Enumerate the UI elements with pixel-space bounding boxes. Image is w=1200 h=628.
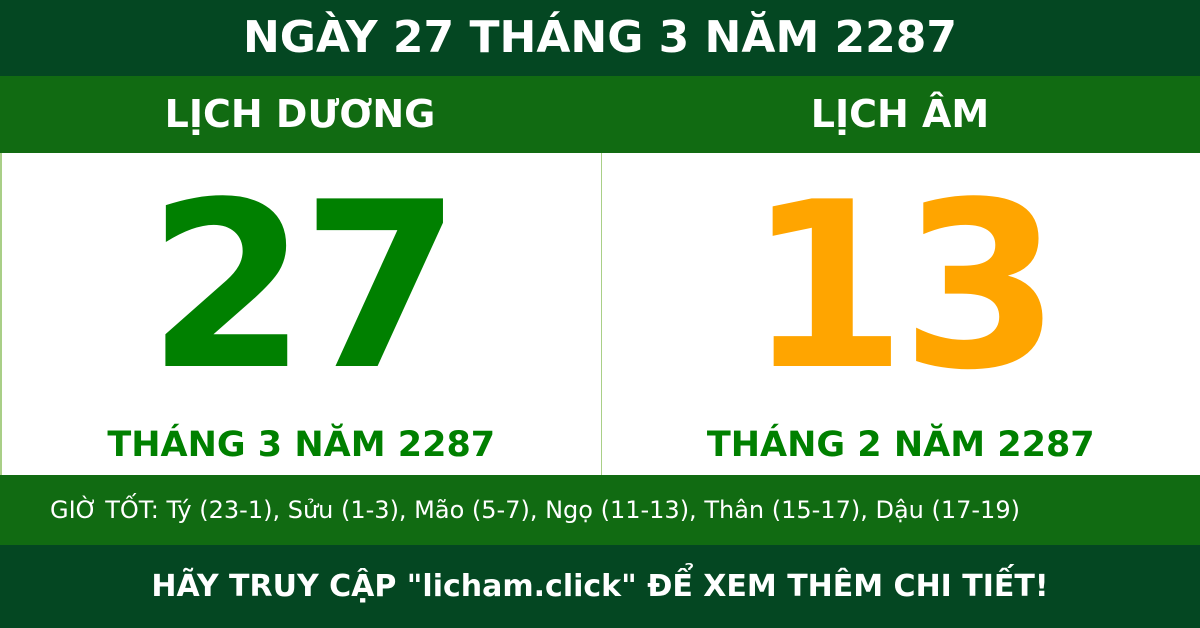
good-hours: GIỜ TỐT: Tý (23-1), Sửu (1-3), Mão (5-7)…	[0, 475, 1200, 545]
lunar-heading: LỊCH ÂM	[810, 92, 990, 136]
solar-month-year: THÁNG 3 NĂM 2287	[107, 425, 496, 465]
solar-day: 27	[147, 154, 461, 421]
lunar-month-year: THÁNG 2 NĂM 2287	[706, 425, 1095, 465]
lunar-day: 13	[746, 154, 1061, 421]
solar-heading: LỊCH DƯƠNG	[164, 92, 436, 136]
calendar-body: 27 THÁNG 3 NĂM 2287 13 THÁNG 2 NĂM 2287	[0, 153, 1200, 475]
footer-cta: HÃY TRUY CẬP "licham.click" ĐỂ XEM THÊM …	[0, 545, 1200, 628]
lunar-column: 13 THÁNG 2 NĂM 2287	[602, 153, 1200, 475]
calendar-headings: LỊCH DƯƠNG LỊCH ÂM	[0, 76, 1200, 153]
solar-column: 27 THÁNG 3 NĂM 2287	[2, 153, 602, 475]
page-title: NGÀY 27 THÁNG 3 NĂM 2287	[0, 0, 1200, 76]
